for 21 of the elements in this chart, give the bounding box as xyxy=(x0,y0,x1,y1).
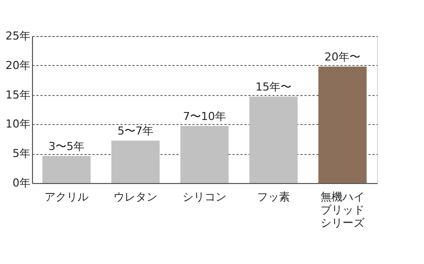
data-label: 7〜10年 xyxy=(183,110,226,123)
x-tick-label: ウレタン xyxy=(114,190,158,204)
x-tick-label: 無機ハイブリッドシリーズ xyxy=(320,190,366,230)
y-tick-label: 15年 xyxy=(6,88,30,102)
data-label: 20年〜 xyxy=(324,50,360,64)
y-tick-label: 10年 xyxy=(6,118,30,131)
bar xyxy=(111,140,160,183)
y-tick-label: 20年 xyxy=(6,58,30,72)
bar xyxy=(318,66,367,183)
y-tick-label: 5年 xyxy=(12,147,30,160)
bar xyxy=(249,96,298,183)
y-tick-label: 0年 xyxy=(12,176,30,190)
x-tick-label: フッ素 xyxy=(257,190,290,204)
bar xyxy=(180,126,229,183)
data-label: 15年〜 xyxy=(256,80,292,94)
bar xyxy=(42,156,91,183)
data-label: 5〜7年 xyxy=(118,124,154,138)
y-tick-label: 25年 xyxy=(6,30,30,42)
x-tick-label: シリコン xyxy=(182,190,226,204)
data-label: 3〜5年 xyxy=(48,140,84,153)
x-tick-label: アクリル xyxy=(44,190,88,204)
